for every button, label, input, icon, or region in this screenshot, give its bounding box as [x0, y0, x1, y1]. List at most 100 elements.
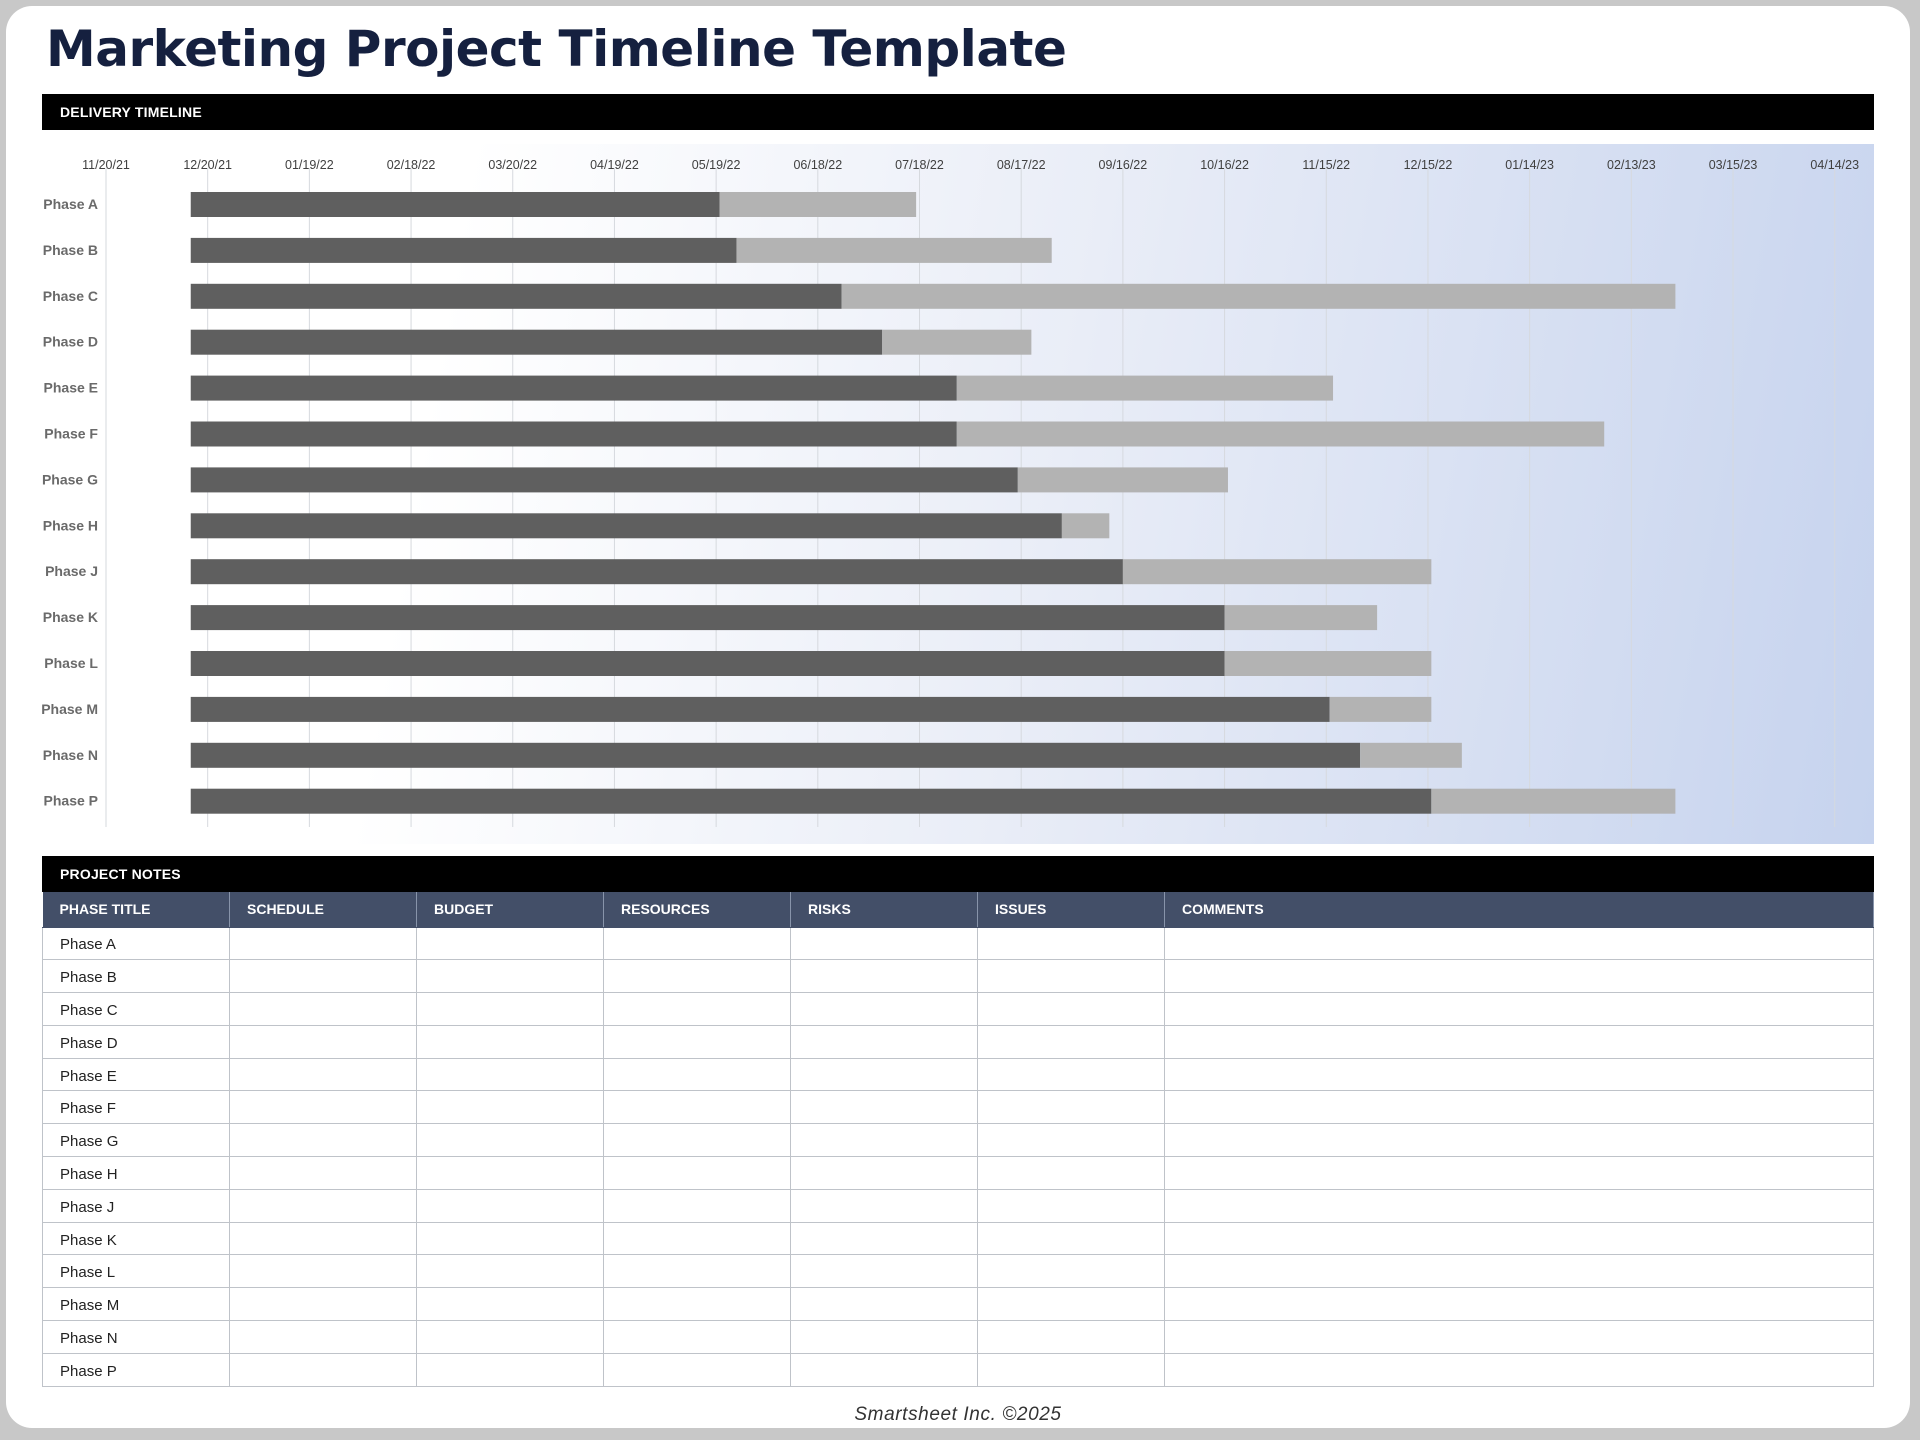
phase-title-cell[interactable]: Phase D — [42, 1024, 230, 1059]
phase-title-cell[interactable]: Phase N — [42, 1320, 230, 1354]
notes-cell[interactable] — [790, 1057, 978, 1092]
notes-cell[interactable] — [790, 1287, 978, 1322]
notes-cell[interactable] — [977, 1123, 1165, 1158]
notes-cell[interactable] — [790, 1156, 978, 1190]
notes-cell[interactable] — [603, 1156, 791, 1190]
notes-cell[interactable] — [603, 1287, 791, 1322]
notes-cell[interactable] — [416, 1320, 604, 1354]
notes-cell[interactable] — [416, 1352, 604, 1387]
notes-cell[interactable] — [416, 959, 604, 994]
notes-cell[interactable] — [1164, 1090, 1874, 1125]
phase-title-cell[interactable]: Phase B — [42, 959, 230, 994]
notes-cell[interactable] — [603, 1221, 791, 1256]
phase-title-cell[interactable]: Phase H — [42, 1156, 230, 1190]
notes-cell[interactable] — [229, 992, 417, 1026]
phase-title-cell[interactable]: Phase C — [42, 992, 230, 1026]
notes-cell[interactable] — [977, 1156, 1165, 1190]
notes-cell[interactable] — [790, 1352, 978, 1387]
notes-cell[interactable] — [416, 1057, 604, 1092]
notes-cell[interactable] — [1164, 1320, 1874, 1354]
notes-cell[interactable] — [229, 1156, 417, 1190]
notes-cell[interactable] — [1164, 1352, 1874, 1387]
notes-cell[interactable] — [416, 992, 604, 1026]
notes-cell[interactable] — [1164, 1156, 1874, 1190]
notes-cell[interactable] — [977, 1188, 1165, 1223]
notes-cell[interactable] — [977, 959, 1165, 994]
notes-cell[interactable] — [603, 1024, 791, 1059]
notes-cell[interactable] — [603, 1254, 791, 1289]
notes-cell[interactable] — [790, 1320, 978, 1354]
notes-cell[interactable] — [416, 1221, 604, 1256]
notes-cell[interactable] — [790, 926, 978, 961]
notes-cell[interactable] — [603, 1188, 791, 1223]
notes-cell[interactable] — [603, 1057, 791, 1092]
notes-cell[interactable] — [977, 1221, 1165, 1256]
notes-cell[interactable] — [603, 992, 791, 1026]
notes-cell[interactable] — [229, 926, 417, 961]
table-row: Phase H — [42, 1156, 1874, 1190]
notes-cell[interactable] — [790, 959, 978, 994]
notes-cell[interactable] — [977, 1090, 1165, 1125]
notes-cell[interactable] — [790, 1123, 978, 1158]
notes-cell[interactable] — [603, 926, 791, 961]
notes-cell[interactable] — [1164, 1057, 1874, 1092]
notes-cell[interactable] — [1164, 1188, 1874, 1223]
notes-cell[interactable] — [416, 926, 604, 961]
notes-cell[interactable] — [977, 926, 1165, 961]
notes-cell[interactable] — [1164, 1221, 1874, 1256]
notes-cell[interactable] — [1164, 1024, 1874, 1059]
notes-cell[interactable] — [790, 1090, 978, 1125]
notes-cell[interactable] — [603, 1090, 791, 1125]
notes-cell[interactable] — [229, 1090, 417, 1125]
notes-cell[interactable] — [1164, 1254, 1874, 1289]
notes-cell[interactable] — [977, 1057, 1165, 1092]
notes-cell[interactable] — [1164, 926, 1874, 961]
notes-cell[interactable] — [229, 1123, 417, 1158]
notes-cell[interactable] — [229, 1024, 417, 1059]
notes-cell[interactable] — [1164, 1287, 1874, 1322]
notes-cell[interactable] — [790, 1024, 978, 1059]
notes-cell[interactable] — [416, 1024, 604, 1059]
phase-title-cell[interactable]: Phase L — [42, 1254, 230, 1289]
notes-cell[interactable] — [977, 1024, 1165, 1059]
phase-title-cell[interactable]: Phase K — [42, 1221, 230, 1256]
notes-cell[interactable] — [1164, 1123, 1874, 1158]
notes-cell[interactable] — [229, 1057, 417, 1092]
notes-cell[interactable] — [229, 1320, 417, 1354]
notes-cell[interactable] — [790, 992, 978, 1026]
phase-title-cell[interactable]: Phase E — [42, 1057, 230, 1092]
x-tick-label: 05/19/22 — [692, 158, 741, 172]
phase-title-cell[interactable]: Phase J — [42, 1188, 230, 1223]
notes-cell[interactable] — [229, 1254, 417, 1289]
notes-cell[interactable] — [229, 1221, 417, 1256]
notes-cell[interactable] — [603, 959, 791, 994]
notes-cell[interactable] — [229, 1188, 417, 1223]
notes-cell[interactable] — [1164, 992, 1874, 1026]
notes-cell[interactable] — [977, 1352, 1165, 1387]
notes-cell[interactable] — [603, 1123, 791, 1158]
notes-cell[interactable] — [603, 1320, 791, 1354]
phase-title-cell[interactable]: Phase G — [42, 1123, 230, 1158]
notes-cell[interactable] — [790, 1221, 978, 1256]
notes-cell[interactable] — [603, 1352, 791, 1387]
notes-cell[interactable] — [790, 1188, 978, 1223]
notes-cell[interactable] — [416, 1287, 604, 1322]
notes-cell[interactable] — [229, 1287, 417, 1322]
notes-cell[interactable] — [977, 1320, 1165, 1354]
notes-cell[interactable] — [977, 1287, 1165, 1322]
phase-title-cell[interactable]: Phase P — [42, 1352, 230, 1387]
notes-cell[interactable] — [229, 959, 417, 994]
notes-cell[interactable] — [977, 1254, 1165, 1289]
notes-cell[interactable] — [977, 992, 1165, 1026]
notes-cell[interactable] — [416, 1123, 604, 1158]
notes-cell[interactable] — [1164, 959, 1874, 994]
phase-title-cell[interactable]: Phase A — [42, 926, 230, 961]
phase-title-cell[interactable]: Phase M — [42, 1287, 230, 1322]
notes-cell[interactable] — [416, 1188, 604, 1223]
notes-cell[interactable] — [416, 1254, 604, 1289]
phase-title-cell[interactable]: Phase F — [42, 1090, 230, 1125]
notes-cell[interactable] — [229, 1352, 417, 1387]
notes-cell[interactable] — [416, 1156, 604, 1190]
notes-cell[interactable] — [790, 1254, 978, 1289]
notes-cell[interactable] — [416, 1090, 604, 1125]
